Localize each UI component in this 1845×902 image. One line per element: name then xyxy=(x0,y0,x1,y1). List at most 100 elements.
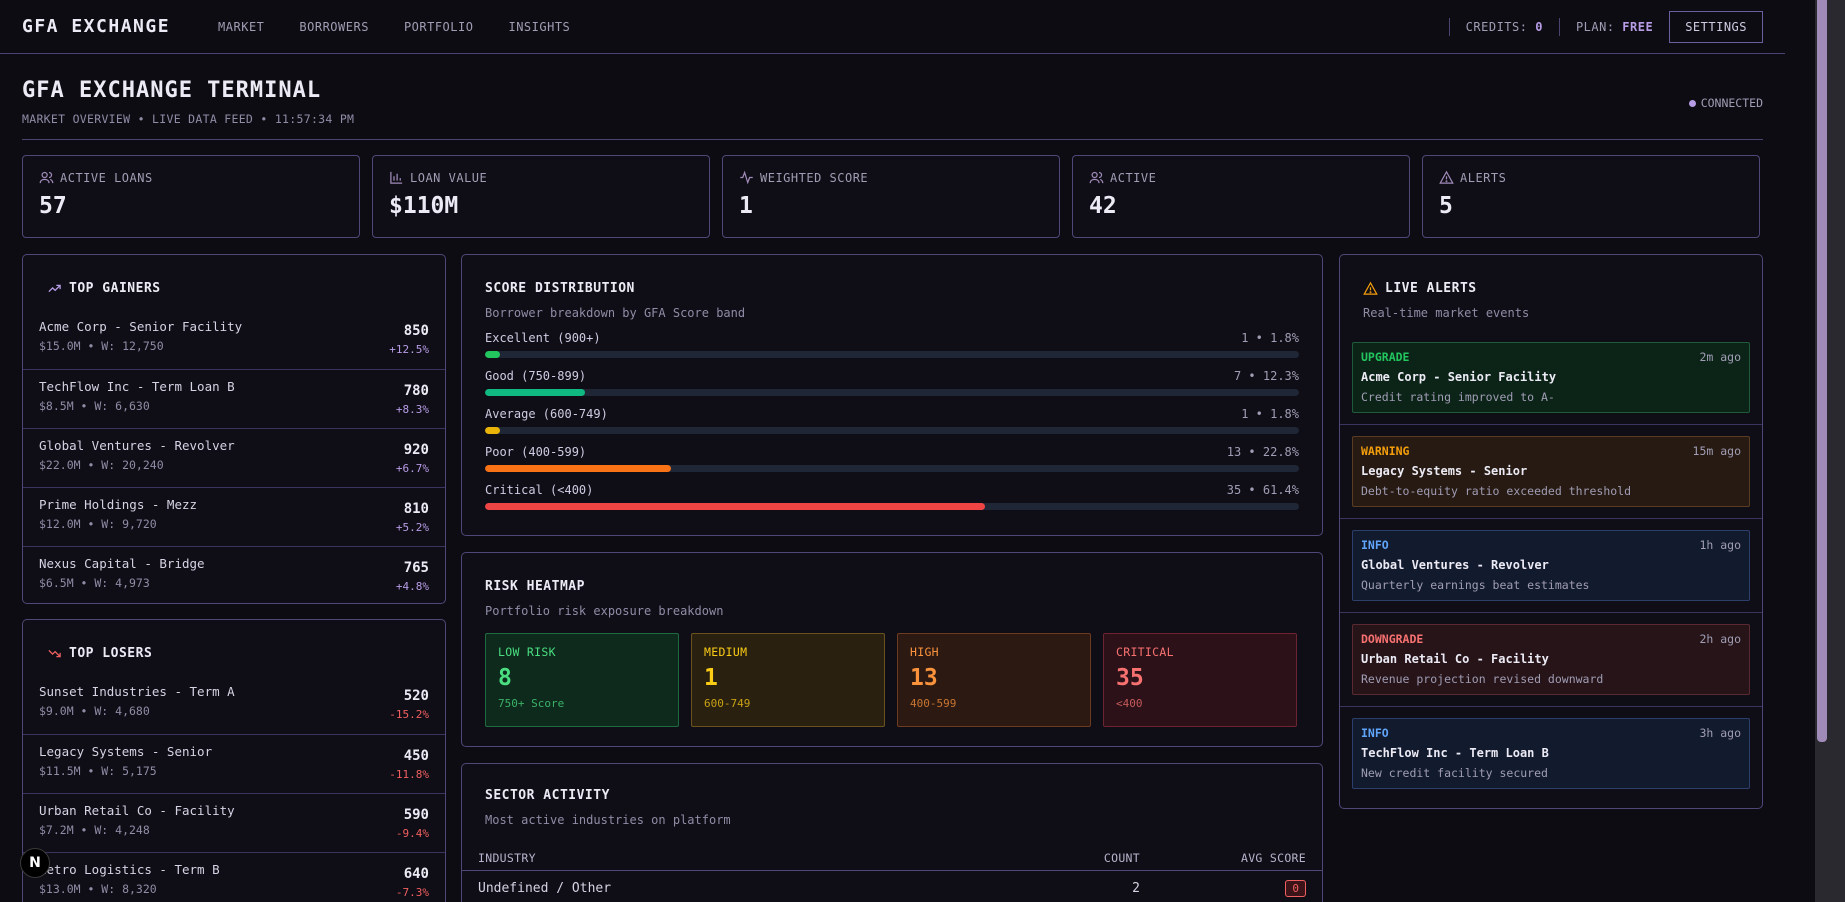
distribution-row: Critical (<400) 35 • 61.4% xyxy=(485,483,1299,510)
list-item[interactable]: Nexus Capital - Bridge $6.5M • W: 4,973 76… xyxy=(23,546,445,603)
page-scrollbar[interactable] xyxy=(1815,0,1845,902)
trending-up-icon xyxy=(48,284,61,293)
alert-description: Revenue projection revised downward xyxy=(1361,672,1604,686)
alert-type: DOWNGRADE xyxy=(1361,632,1424,646)
alerts-list: UPGRADE 2m ago Acme Corp - Senior Facility… xyxy=(1340,331,1762,800)
heatmap-cell-value: 8 xyxy=(498,665,512,691)
panel-subtitle: Portfolio risk exposure breakdown xyxy=(485,604,724,618)
stat-label: ALERTS xyxy=(1460,170,1507,185)
sector-table-header: INDUSTRY COUNT AVG SCORE xyxy=(462,845,1322,871)
loan-change: +6.7% xyxy=(395,462,429,475)
alert-type: INFO xyxy=(1361,538,1389,552)
distribution-bars: Excellent (900+) 1 • 1.8% Good (750-899) 7 … xyxy=(485,331,1299,510)
loan-name: Nexus Capital - Bridge xyxy=(39,556,205,571)
page-title: GFA EXCHANGE TERMINAL xyxy=(22,78,322,103)
distribution-row: Good (750-899) 7 • 12.3% xyxy=(485,369,1299,396)
count-cell: 2 xyxy=(1132,880,1140,896)
nav-divider xyxy=(1448,17,1450,36)
loan-score: 920 xyxy=(403,442,429,458)
band-count: 1 • 1.8% xyxy=(1241,331,1299,345)
list-item[interactable]: Urban Retail Co - Facility $7.2M • W: 4,2… xyxy=(23,793,445,852)
heatmap-cell[interactable]: HIGH 13 400-599 xyxy=(897,633,1091,727)
heatmap-cell-label: HIGH xyxy=(910,645,939,659)
heatmap-cell-range: 750+ Score xyxy=(498,697,565,710)
loan-meta: $22.0M • W: 20,240 xyxy=(39,458,164,472)
alert-description: New credit facility secured xyxy=(1361,766,1548,780)
plan-value: FREE xyxy=(1622,19,1654,34)
risk-heatmap-panel: RISK HEATMAP Portfolio risk exposure bre… xyxy=(461,552,1323,747)
stat-card-loan-value: LOAN VALUE $110M xyxy=(372,155,710,238)
band-label: Critical (<400) xyxy=(485,483,594,497)
nav-link-portfolio[interactable]: PORTFOLIO xyxy=(403,19,474,34)
nav-link-insights[interactable]: INSIGHTS xyxy=(508,19,571,34)
heatmap-cell[interactable]: CRITICAL 35 <400 xyxy=(1103,633,1297,727)
heatmap-cell-value: 1 xyxy=(704,665,718,691)
loan-change: -7.3% xyxy=(395,886,429,899)
plan-label: PLAN: xyxy=(1575,19,1615,34)
list-item[interactable]: Metro Logistics - Term B $13.0M • W: 8,32… xyxy=(23,852,445,902)
sector-activity-panel: SECTOR ACTIVITY Most active industries o… xyxy=(461,763,1323,902)
users-icon xyxy=(39,171,54,184)
panel-title: RISK HEATMAP xyxy=(485,579,585,594)
stat-value: $110M xyxy=(389,193,459,219)
nav-link-market[interactable]: MARKET xyxy=(218,19,265,34)
scrollbar-thumb[interactable] xyxy=(1817,0,1827,742)
dev-tools-badge[interactable]: N xyxy=(20,848,50,878)
list-item[interactable]: TechFlow Inc - Term Loan B $8.5M • W: 6,6… xyxy=(23,369,445,428)
band-bar-track xyxy=(485,389,1299,396)
alert-triangle-icon xyxy=(1439,170,1454,184)
loan-meta: $12.0M • W: 9,720 xyxy=(39,517,157,531)
band-bar-fill xyxy=(485,389,586,396)
alert-card[interactable]: UPGRADE 2m ago Acme Corp - Senior Facility… xyxy=(1352,342,1750,413)
column-header-industry[interactable]: INDUSTRY xyxy=(478,850,536,865)
loan-meta: $7.2M • W: 4,248 xyxy=(39,823,150,837)
alert-card[interactable]: INFO 1h ago Global Ventures - Revolver Quar… xyxy=(1352,530,1750,601)
table-row[interactable]: Undefined / Other 2 0 xyxy=(462,871,1322,902)
list-item[interactable]: Legacy Systems - Senior $11.5M • W: 5,175… xyxy=(23,734,445,793)
alert-description: Credit rating improved to A- xyxy=(1361,390,1555,404)
alert-card[interactable]: WARNING 15m ago Legacy Systems - Senior Deb… xyxy=(1352,436,1750,507)
column-header-count[interactable]: COUNT xyxy=(1103,850,1140,865)
list-item[interactable]: Global Ventures - Revolver $22.0M • W: 20… xyxy=(23,428,445,487)
heatmap-cell-label: MEDIUM xyxy=(704,645,748,659)
brand-logo[interactable]: GFA EXCHANGE xyxy=(22,16,171,37)
gainers-list: Acme Corp - Senior Facility $15.0M • W: 1… xyxy=(23,310,445,603)
panel-subtitle: Borrower breakdown by GFA Score band xyxy=(485,306,746,320)
band-label: Good (750-899) xyxy=(485,369,587,383)
stat-card-weighted-score: WEIGHTED SCORE 1 xyxy=(722,155,1060,238)
panel-title: SCORE DISTRIBUTION xyxy=(485,281,635,296)
heatmap-cell-label: LOW RISK xyxy=(498,645,556,659)
band-label: Poor (400-599) xyxy=(485,445,587,459)
panel-title: TOP GAINERS xyxy=(69,281,161,296)
column-header-avg-score[interactable]: AVG SCORE xyxy=(1240,850,1306,865)
band-bar-track xyxy=(485,465,1299,472)
band-count: 7 • 12.3% xyxy=(1233,369,1299,383)
list-item[interactable]: Prime Holdings - Mezz $12.0M • W: 9,720 81… xyxy=(23,487,445,546)
bar-chart-icon xyxy=(390,171,403,184)
connection-status: CONNECTED xyxy=(1688,96,1763,110)
band-bar-fill xyxy=(485,351,500,358)
panel-title: TOP LOSERS xyxy=(69,646,153,661)
loan-name: Prime Holdings - Mezz xyxy=(39,497,198,512)
list-item[interactable]: Sunset Industries - Term A $9.0M • W: 4,6… xyxy=(23,675,445,734)
heatmap-cell-value: 13 xyxy=(910,665,938,691)
alert-card[interactable]: DOWNGRADE 2h ago Urban Retail Co - Facilit… xyxy=(1352,624,1750,695)
heatmap-cell[interactable]: MEDIUM 1 600-749 xyxy=(691,633,885,727)
nav-link-borrowers[interactable]: BORROWERS xyxy=(299,19,369,34)
alert-row: UPGRADE 2m ago Acme Corp - Senior Facility… xyxy=(1340,331,1762,424)
industry-cell: Undefined / Other xyxy=(478,880,612,896)
loan-name: Sunset Industries - Term A xyxy=(39,684,235,699)
loan-meta: $15.0M • W: 12,750 xyxy=(39,339,164,353)
alert-time: 2m ago xyxy=(1699,350,1741,364)
stat-label: ACTIVE LOANS xyxy=(60,170,153,185)
settings-button[interactable]: SETTINGS xyxy=(1669,10,1763,43)
loan-meta: $11.5M • W: 5,175 xyxy=(39,764,157,778)
loan-change: -15.2% xyxy=(389,708,429,721)
heatmap-cell-range: <400 xyxy=(1116,697,1143,710)
alert-time: 2h ago xyxy=(1699,632,1741,646)
loan-name: Metro Logistics - Term B xyxy=(39,862,220,877)
heatmap-cell[interactable]: LOW RISK 8 750+ Score xyxy=(485,633,679,727)
list-item[interactable]: Acme Corp - Senior Facility $15.0M • W: 1… xyxy=(23,310,445,369)
alert-card[interactable]: INFO 3h ago TechFlow Inc - Term Loan B New … xyxy=(1352,718,1750,789)
alert-title: Legacy Systems - Senior xyxy=(1361,464,1528,478)
